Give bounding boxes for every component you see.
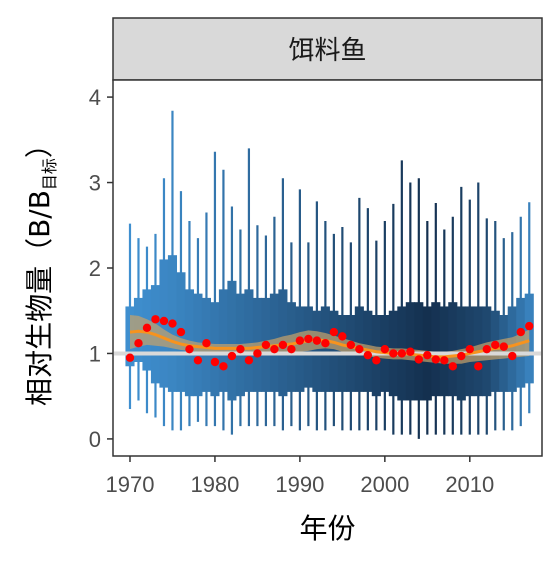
observed-point (457, 351, 466, 361)
observed-point (474, 362, 483, 371)
observed-point (482, 344, 491, 354)
observed-point (406, 347, 415, 356)
y-axis-title-main: 相对生物量（B/B (23, 190, 56, 406)
observed-point (363, 350, 373, 360)
observed-point (295, 336, 305, 345)
observed-point (142, 323, 152, 333)
observed-point (465, 344, 474, 354)
observed-point (125, 353, 135, 362)
observed-point (151, 315, 160, 324)
box (431, 302, 441, 397)
observed-point (312, 336, 322, 345)
y-tick-label: 0 (89, 427, 101, 452)
observed-point (253, 349, 262, 358)
svg-text:相对生物量（B/B目标）: 相对生物量（B/B目标） (23, 130, 59, 406)
observed-point (414, 355, 424, 364)
observed-point (389, 349, 398, 358)
y-tick-label: 3 (89, 171, 101, 196)
box (218, 289, 228, 392)
observed-point (278, 340, 288, 350)
observed-point (176, 327, 186, 337)
box (439, 306, 449, 397)
observed-point (440, 356, 449, 365)
observed-point (397, 349, 407, 358)
observed-point (516, 327, 525, 337)
observed-point (134, 339, 143, 348)
y-axis-title-subscript: 目标 (40, 158, 59, 190)
x-tick-label: 1990 (275, 472, 324, 497)
observed-point (423, 350, 432, 360)
box (227, 280, 237, 401)
y-axis-title: 相对生物量（B/B目标） (23, 130, 59, 406)
observed-point (508, 351, 517, 361)
observed-point (236, 344, 245, 354)
observed-point (321, 339, 330, 348)
panel-strip (112, 17, 543, 81)
x-axis-title: 年份 (299, 512, 355, 545)
x-axis: 1970 1980 1990 2000 2010 (106, 456, 494, 497)
observed-point (168, 319, 177, 328)
observed-point (287, 344, 296, 354)
y-tick-label: 4 (89, 85, 101, 110)
box (312, 310, 322, 392)
y-tick-label: 2 (89, 256, 101, 281)
box (448, 302, 458, 397)
observed-point (193, 356, 203, 365)
x-tick-label: 2000 (360, 472, 409, 497)
observed-point (159, 316, 169, 326)
observed-point (380, 344, 390, 354)
observed-point (491, 340, 500, 350)
box (244, 289, 254, 392)
observed-points (125, 315, 534, 371)
x-tick-label: 1980 (190, 472, 239, 497)
observed-point (210, 357, 220, 367)
y-axis-title-close: ） (23, 130, 56, 158)
observed-point (185, 344, 194, 354)
observed-point (270, 344, 279, 354)
observed-point (346, 340, 356, 350)
observed-point (499, 342, 508, 351)
observed-point (525, 321, 534, 331)
y-tick-label: 1 (89, 341, 101, 366)
panel-title: 饵料鱼 (288, 36, 366, 66)
x-tick-label: 1970 (106, 472, 155, 497)
box (320, 306, 330, 392)
y-axis: 0 1 2 3 4 (89, 85, 113, 452)
x-tick-label: 2010 (445, 472, 494, 497)
observed-point (329, 327, 339, 337)
observed-point (219, 362, 228, 371)
box (329, 310, 339, 392)
observed-point (244, 356, 254, 365)
observed-point (304, 334, 313, 344)
observed-point (227, 351, 237, 361)
observed-point (431, 355, 441, 364)
observed-point (202, 339, 211, 348)
observed-point (261, 340, 271, 350)
observed-point (372, 356, 381, 365)
observed-point (355, 344, 364, 354)
observed-point (338, 332, 347, 341)
observed-point (448, 362, 458, 371)
